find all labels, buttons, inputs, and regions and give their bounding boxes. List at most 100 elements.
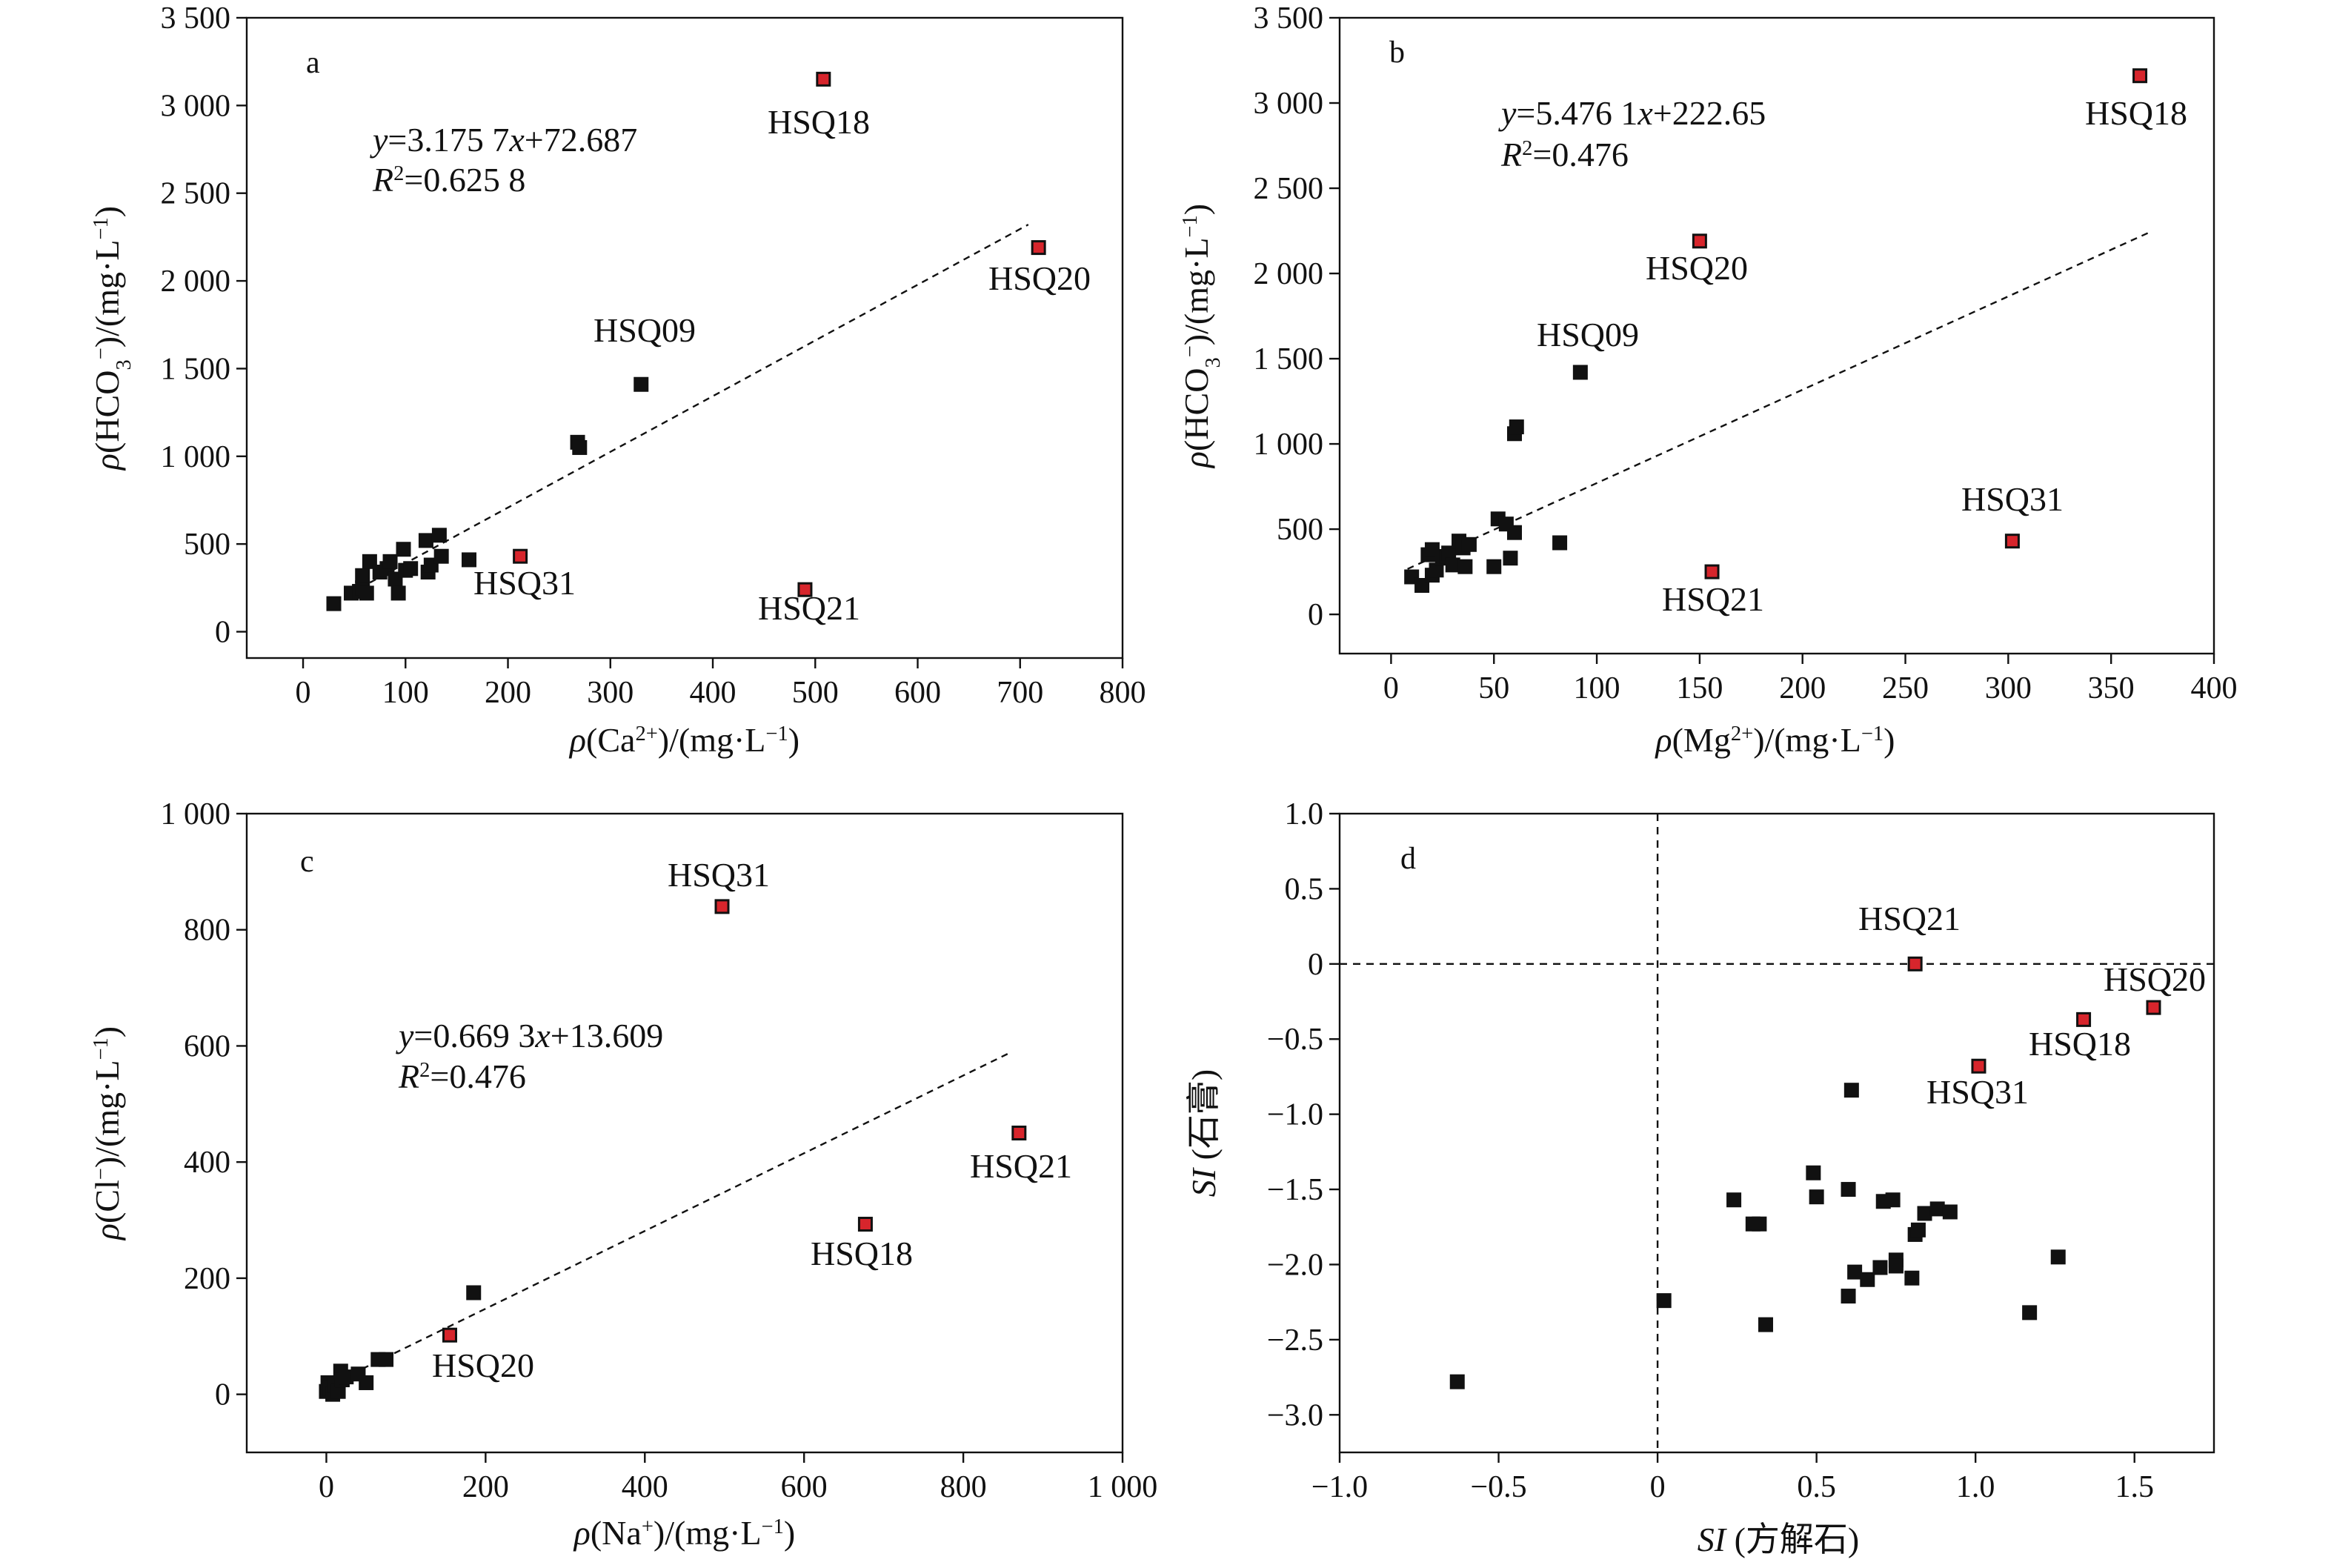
x-tick-label: 0.5 <box>1797 1470 1836 1504</box>
x-tick-label: 0 <box>1650 1470 1666 1504</box>
r-squared: R2=0.625 8 <box>372 161 525 199</box>
x-tick-label: 400 <box>2191 671 2238 705</box>
data-point <box>1841 1182 1856 1197</box>
y-tick-label: −0.5 <box>1267 1023 1323 1057</box>
point-label: HSQ21 <box>1662 580 1764 618</box>
x-tick-label: 200 <box>485 676 531 710</box>
r-squared: R2=0.476 <box>1500 136 1629 173</box>
y-tick-label: 0 <box>1308 598 1323 632</box>
data-point <box>1806 1165 1821 1180</box>
y-tick-label: 3 000 <box>161 89 231 123</box>
data-point <box>1841 1289 1856 1304</box>
data-point <box>1843 1083 1859 1098</box>
data-point <box>359 585 374 601</box>
plot-frame <box>245 16 1124 660</box>
x-tick-label: 500 <box>792 676 839 710</box>
point-label: HSQ31 <box>668 856 770 894</box>
y-axis-label: ρ(HCO3−)/(mg·L−1) <box>1177 204 1225 469</box>
data-point <box>1752 1216 1767 1232</box>
point-label: HSQ21 <box>970 1147 1072 1185</box>
regression-line <box>1407 230 2153 570</box>
data-point <box>1885 1192 1901 1208</box>
point-label: HSQ31 <box>473 564 576 602</box>
data-point <box>1726 1192 1742 1208</box>
data-point <box>1449 1374 1465 1389</box>
plot-frame <box>1338 16 2215 655</box>
y-tick-label: 2 500 <box>161 177 231 211</box>
point-label: HSQ20 <box>988 259 1091 297</box>
data-point <box>466 1285 482 1300</box>
data-point <box>418 533 433 548</box>
y-tick-label: 500 <box>1277 513 1323 547</box>
x-tick-label: 50 <box>1478 671 1509 705</box>
y-tick-label: 800 <box>184 914 230 948</box>
x-tick-label: 1.5 <box>2115 1470 2154 1504</box>
data-point <box>1809 1189 1824 1205</box>
data-point <box>359 1375 374 1390</box>
data-point <box>1872 1260 1888 1275</box>
point-label: HSQ31 <box>1926 1073 2029 1111</box>
x-axis-label: ρ(Na+)/(mg·L−1) <box>573 1514 795 1552</box>
y-tick-label: 0 <box>215 1378 230 1412</box>
point-label: HSQ21 <box>758 589 860 627</box>
y-tick-label: 2 000 <box>1254 257 1324 291</box>
data-point <box>1572 365 1588 380</box>
x-tick-label: 100 <box>1574 671 1620 705</box>
point-label: HSQ20 <box>432 1346 534 1384</box>
data-point-highlighted <box>1692 233 1707 249</box>
y-tick-label: 3 500 <box>1254 1 1324 36</box>
point-label: HSQ20 <box>1646 249 1748 287</box>
y-tick-label: −2.0 <box>1267 1248 1323 1282</box>
data-point <box>431 528 447 543</box>
x-tick-label: 300 <box>587 676 634 710</box>
data-point-highlighted <box>442 1327 458 1343</box>
data-point <box>1552 535 1568 551</box>
panel-c: 0 200 400 600 800 1 000 0 200 400 600 800 1 000 HSQ3… <box>88 797 1157 1552</box>
data-point-highlighted <box>2004 534 2020 549</box>
y-tick-label: 3 000 <box>1254 87 1324 121</box>
regression-line <box>348 224 1029 595</box>
data-point <box>390 585 406 601</box>
data-point <box>1507 525 1522 540</box>
x-tick-label: −1.0 <box>1311 1470 1368 1504</box>
panel-letter: b <box>1389 36 1405 70</box>
panel-letter: a <box>306 46 320 80</box>
x-tick-label: −0.5 <box>1470 1470 1526 1504</box>
data-point-highlighted <box>513 548 528 564</box>
data-point <box>326 596 342 611</box>
point-label: HSQ18 <box>811 1235 913 1272</box>
point-label: HSQ18 <box>2085 94 2187 132</box>
data-point <box>1656 1293 1672 1309</box>
data-point <box>396 542 411 557</box>
data-point <box>1457 559 1473 574</box>
data-point-highlighted <box>2146 1000 2161 1015</box>
y-tick-label: 1.0 <box>1285 797 1324 831</box>
point-label: HSQ31 <box>1961 480 2064 518</box>
x-tick-label: 250 <box>1882 671 1929 705</box>
panel-b: 0 50 100 150 200 250 300 350 400 0 500 1 000 1 500 2 … <box>1177 1 2238 759</box>
data-point <box>572 439 588 455</box>
x-tick-label: 1.0 <box>1956 1470 1995 1504</box>
data-point <box>1847 1264 1863 1280</box>
data-point <box>1758 1317 1773 1332</box>
data-point <box>403 561 419 577</box>
y-tick-label: 200 <box>184 1262 230 1296</box>
x-tick-label: 600 <box>781 1470 828 1504</box>
data-point <box>1929 1201 1945 1217</box>
x-axis-label: SI (方解石) <box>1698 1521 1859 1558</box>
y-tick-label: 1 000 <box>161 440 231 474</box>
data-point <box>1445 557 1460 573</box>
data-point-highlighted <box>1971 1058 1986 1074</box>
data-point <box>2022 1305 2038 1320</box>
data-point-highlighted <box>1011 1126 1027 1140</box>
plot-frame <box>245 812 1124 1454</box>
data-point <box>1904 1270 1920 1286</box>
data-point <box>2050 1249 2066 1265</box>
data-point <box>1917 1206 1932 1221</box>
data-point <box>1486 559 1502 574</box>
data-point-highlighted <box>857 1217 873 1232</box>
panel-letter: c <box>300 845 314 879</box>
y-tick-label: 1 500 <box>161 352 231 386</box>
data-point <box>1910 1222 1926 1238</box>
point-label: HSQ20 <box>2104 960 2206 998</box>
